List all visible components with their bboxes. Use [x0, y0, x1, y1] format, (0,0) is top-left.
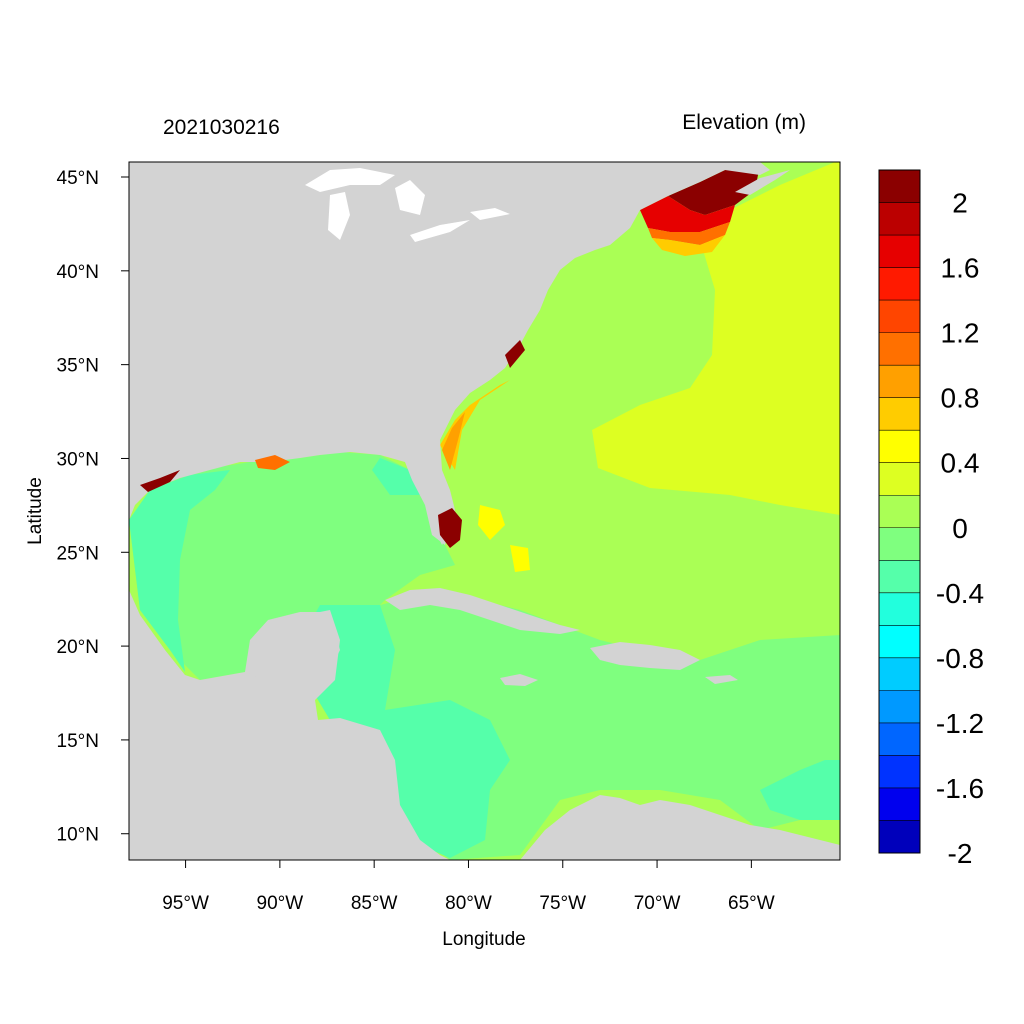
gulf-of-maine-orange: [648, 222, 730, 245]
colorbar-swatch: [879, 202, 920, 236]
colorbar-labels: 2 1.6 1.2 0.8 0.4 0 -0.4 -0.8 -1.2 -1.6 -2: [936, 188, 984, 869]
longitude-ticks: 95°W 90°W 85°W 80°W 75°W 70°W 65°W: [162, 860, 775, 914]
colorbar-swatch: [879, 495, 920, 529]
lake-superior: [305, 168, 395, 192]
carolina-coast-surge: [505, 340, 525, 368]
colorbar-tick-label: -1.2: [936, 708, 984, 739]
bahamas-yellow: [478, 505, 505, 540]
map-frame: [128, 161, 841, 861]
lon-tick-label: 90°W: [257, 893, 304, 914]
lon-tick-label: 95°W: [162, 893, 209, 914]
lat-tick-label: 15°N: [57, 731, 99, 752]
yucatan-land: [245, 612, 340, 700]
gulf-east-band: [372, 458, 425, 495]
colorbar-tick-label: 0.4: [941, 448, 980, 479]
caribbean-south-band: [760, 760, 840, 820]
lon-tick-label: 75°W: [539, 893, 586, 914]
lat-tick-label: 35°N: [57, 356, 99, 377]
colorbar-swatch: [879, 657, 920, 691]
north-america-land: [129, 162, 770, 545]
y-axis-label: Latitude: [25, 477, 46, 545]
lat-tick-label: 30°N: [57, 449, 99, 470]
colorbar-tick-label: -0.4: [936, 578, 984, 609]
gulf-and-caribbean: [129, 452, 840, 860]
colorbar-swatch: [879, 332, 920, 366]
colorbar-swatch: [879, 397, 920, 431]
colorbar-swatch: [879, 755, 920, 789]
mexico-central-america-land: [129, 590, 450, 860]
x-axis-label: Longitude: [442, 929, 525, 950]
colorbar-swatch: [879, 592, 920, 626]
lon-tick-label: 85°W: [351, 893, 398, 914]
colorbar-tick-label: 1.6: [941, 253, 980, 284]
colorbar-swatch: [879, 820, 920, 854]
colorbar-swatch: [879, 625, 920, 659]
caribbean-west-band: [300, 605, 510, 858]
colorbar-tick-label: 0.8: [941, 383, 980, 414]
date-label: 2021030216: [163, 116, 280, 139]
colorbar-swatch: [879, 365, 920, 399]
colorbar-tick-label: -0.8: [936, 643, 984, 674]
lake-huron: [395, 180, 425, 215]
gulf-of-maine-high: [668, 165, 760, 215]
colorbar-swatch: [879, 430, 920, 464]
colorbar-tick-label: 0: [952, 513, 968, 544]
colorbar: [878, 169, 921, 854]
gulf-of-maine-mid: [640, 196, 735, 232]
colorbar-swatch: [879, 722, 920, 756]
lake-erie: [410, 220, 470, 242]
colorbar-swatch: [879, 787, 920, 821]
lon-tick-label: 70°W: [634, 893, 681, 914]
lat-tick-label: 45°N: [57, 168, 99, 189]
lake-michigan: [328, 192, 350, 240]
colorbar-tick-label: -2: [948, 838, 973, 869]
southeast-coast-orange: [442, 412, 465, 470]
colorbar-swatch: [879, 690, 920, 724]
latitude-ticks: 45°N 40°N 35°N 30°N 25°N 20°N 15°N 10°N: [57, 168, 129, 846]
colorbar-swatch: [879, 527, 920, 561]
puerto-rico-land: [705, 675, 738, 684]
colorbar-swatch: [879, 300, 920, 334]
colorbar-tick-label: -1.6: [936, 773, 984, 804]
gulf-west-band: [129, 470, 230, 672]
colorbar-swatch: [879, 170, 920, 204]
colorbar-swatch: [879, 235, 920, 269]
florida-peninsula: [405, 460, 450, 545]
jamaica-land: [500, 674, 538, 686]
variable-label: Elevation (m): [682, 111, 806, 134]
lat-tick-label: 10°N: [57, 825, 99, 846]
map-area: [129, 162, 840, 860]
south-florida-surge: [438, 508, 462, 548]
lon-tick-label: 80°W: [445, 893, 492, 914]
nova-scotia-land: [735, 170, 790, 195]
texas-coast-surge: [140, 470, 180, 492]
lon-tick-label: 65°W: [728, 893, 775, 914]
colorbar-tick-label: 2: [952, 188, 968, 219]
colorbar-tick-label: 1.2: [941, 318, 980, 349]
lat-tick-label: 25°N: [57, 543, 99, 564]
cuba-land: [385, 588, 580, 634]
atlantic-high-band-north: [700, 162, 840, 260]
hispaniola-land: [590, 642, 700, 670]
lake-ontario: [470, 208, 510, 220]
southeast-coast-high: [440, 380, 510, 470]
bahamas-yellow-2: [510, 545, 530, 572]
south-america-land: [520, 795, 840, 860]
colorbar-swatch: [879, 560, 920, 594]
gulf-of-maine-yellow: [652, 235, 725, 256]
lat-tick-label: 40°N: [57, 262, 99, 283]
colorbar-swatch: [879, 462, 920, 496]
colorbar-swatch: [879, 267, 920, 301]
louisiana-coast-surge: [255, 455, 290, 470]
colorbar-frame: [878, 169, 921, 854]
lat-tick-label: 20°N: [57, 637, 99, 658]
